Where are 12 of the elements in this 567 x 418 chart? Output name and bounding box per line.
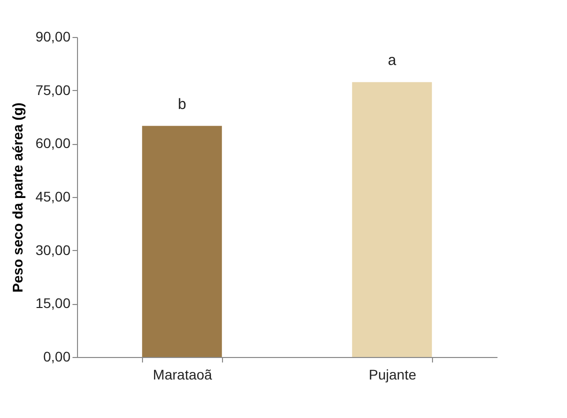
x-tick-label: Marataoã [152,366,212,382]
y-tick-label: 0,00 [43,348,71,364]
y-tick-label: 45,00 [35,188,71,204]
y-tick-label: 15,00 [35,295,71,312]
annotation: b [178,96,186,113]
y-tick-label: 75,00 [35,82,71,98]
y-tick-label: 60,00 [35,135,71,152]
y-tick-label: 30,00 [35,242,71,258]
annotation: a [388,52,397,70]
y-tick-label: 90,00 [35,28,71,44]
x-tick-label: Pujante [368,366,416,382]
y-axis-title: Peso seco da parte aérea (g) [9,102,26,292]
